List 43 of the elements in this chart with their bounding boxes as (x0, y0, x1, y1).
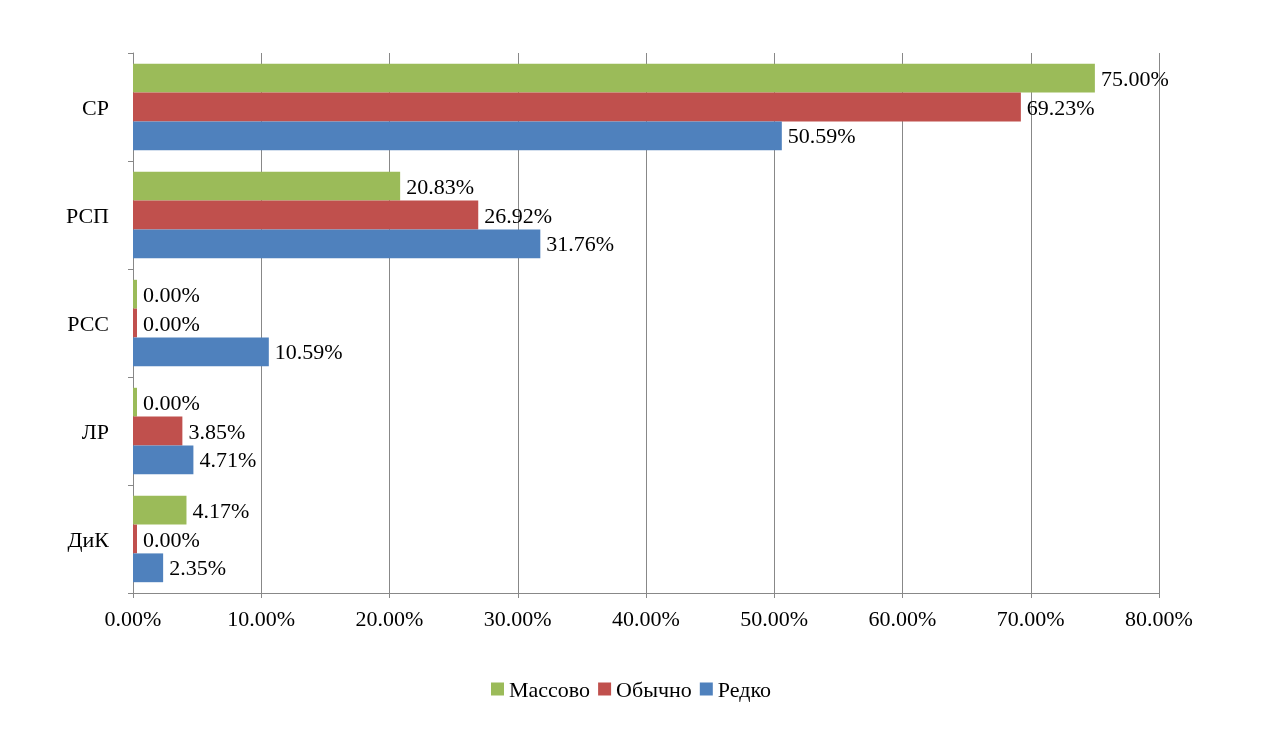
bar (133, 121, 782, 151)
data-label: 20.83% (406, 173, 474, 199)
data-label: 4.17% (192, 497, 250, 523)
data-label: 69.23% (1026, 94, 1095, 120)
x-tick-label: 40.00% (612, 605, 680, 631)
x-tick-label: 20.00% (355, 605, 424, 631)
legend-label: Обычно (616, 676, 692, 702)
bar (133, 92, 1021, 122)
data-label: 3.85% (188, 418, 246, 444)
legend-label: Редко (717, 676, 771, 702)
data-label: 10.59% (274, 339, 343, 365)
x-tick-label: 60.00% (868, 605, 937, 631)
y-tick-label: РСП (65, 202, 110, 228)
bar (133, 229, 541, 259)
data-label: 31.76% (546, 231, 615, 257)
data-label: 50.59% (787, 123, 856, 149)
data-label: 26.92% (484, 202, 553, 228)
y-tick-label: РСС (67, 310, 109, 336)
legend-label: Массово (509, 676, 591, 702)
x-tick-label: 80.00% (1125, 605, 1193, 631)
data-label: 0.00% (143, 389, 200, 415)
data-label: 2.35% (169, 555, 226, 581)
data-label: 0.00% (143, 310, 200, 336)
y-tick-label: СР (82, 94, 109, 120)
x-tick-label: 70.00% (996, 605, 1065, 631)
data-label: 0.00% (143, 281, 200, 307)
x-tick-label: 0.00% (104, 605, 162, 631)
data-label: 4.71% (199, 447, 257, 473)
data-label: 0.00% (143, 526, 200, 552)
data-label: 75.00% (1100, 65, 1169, 91)
y-tick-label: ДиК (67, 526, 110, 552)
y-tick-label: ЛР (81, 418, 109, 444)
bar (133, 553, 164, 583)
bar (133, 337, 269, 367)
x-tick-label: 30.00% (483, 605, 552, 631)
bar (133, 171, 401, 201)
bar (133, 445, 194, 475)
x-tick-label: 10.00% (227, 605, 296, 631)
bar (133, 416, 183, 446)
bar (133, 200, 479, 230)
x-tick-label: 50.00% (740, 605, 809, 631)
bar (133, 495, 187, 525)
bar (133, 63, 1095, 93)
